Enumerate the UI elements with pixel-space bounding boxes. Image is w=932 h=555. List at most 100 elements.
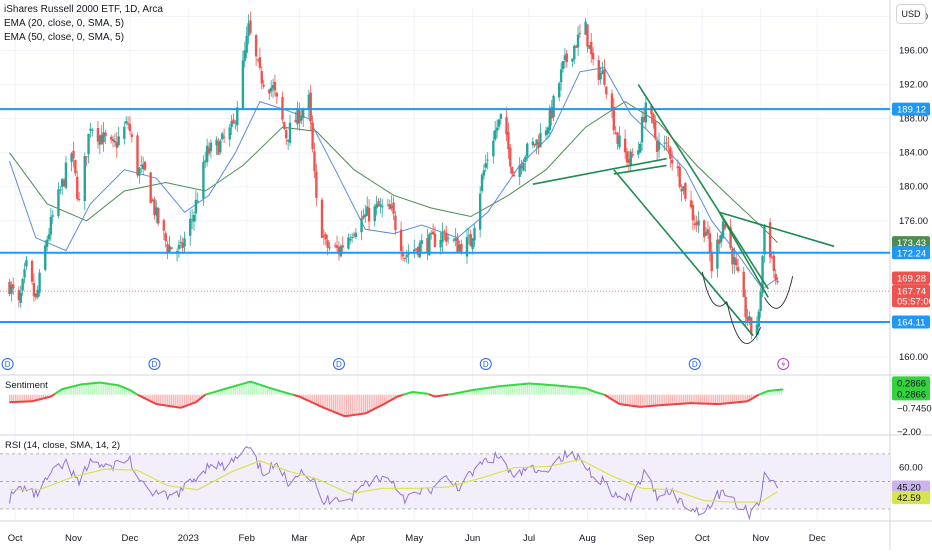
sentiment-line-segment	[145, 398, 147, 399]
sentiment-area-slice	[363, 395, 364, 414]
sentiment-area-slice	[510, 385, 511, 394]
sentiment-line-segment	[124, 388, 126, 389]
sentiment-line-segment	[132, 391, 134, 392]
ema20-legend[interactable]: EMA (20, close, 0, SMA, 5)	[4, 18, 124, 29]
sentiment-area-slice	[723, 395, 724, 404]
candle-body	[351, 237, 353, 238]
time-axis-label: Mar	[291, 533, 307, 544]
sentiment-line-segment	[147, 399, 149, 400]
candle	[518, 157, 520, 185]
sentiment-area-slice	[71, 387, 72, 395]
sentiment-line-segment	[258, 384, 260, 385]
candle	[379, 198, 381, 214]
sentiment-area-slice	[700, 395, 701, 404]
sentiment-area-slice	[643, 395, 644, 407]
sentiment-area-slice	[559, 386, 560, 395]
currency-button[interactable]: USD	[896, 4, 926, 24]
candle	[138, 167, 140, 184]
sentiment-area-slice	[20, 395, 21, 402]
candle-body	[183, 238, 185, 246]
sentiment-line-segment	[267, 387, 269, 388]
sentiment-line-segment	[382, 404, 384, 405]
sentiment-area-slice	[350, 395, 351, 416]
sentiment-axis-label: −0.7450	[897, 404, 932, 415]
candle-body	[618, 135, 620, 147]
sentiment-area-slice	[163, 395, 164, 406]
sentiment-area-slice	[233, 386, 234, 394]
candle	[743, 267, 745, 298]
sentiment-area-slice	[257, 384, 258, 395]
candle-body	[404, 258, 406, 259]
candle-body	[507, 132, 509, 149]
candle	[603, 59, 605, 86]
sentiment-area-slice	[627, 395, 628, 405]
candle-body	[539, 133, 541, 147]
sentiment-area-slice	[549, 385, 550, 395]
candle	[566, 50, 568, 68]
price-tag-label: 189.12	[897, 105, 926, 116]
candle	[57, 182, 59, 218]
sentiment-line-segment	[281, 391, 283, 392]
sentiment-line-segment	[589, 390, 591, 391]
candle-body	[406, 255, 408, 257]
candle	[558, 82, 560, 102]
sentiment-area-slice	[659, 395, 660, 406]
candle-body	[85, 156, 87, 157]
candle	[249, 12, 251, 35]
sentiment-line-segment	[380, 405, 382, 406]
sentiment-line-segment	[279, 391, 281, 392]
candle-body	[737, 267, 739, 271]
sentiment-area-slice	[116, 385, 117, 395]
sentiment-line-segment	[403, 394, 405, 395]
candle-body	[259, 57, 261, 68]
sentiment-line-segment	[407, 393, 409, 394]
sentiment-line-segment	[751, 398, 753, 399]
sentiment-line-segment	[234, 386, 236, 387]
sentiment-line-segment	[271, 388, 273, 389]
candle-body	[310, 93, 312, 122]
sentiment-area-slice	[544, 385, 545, 395]
candle-body	[579, 33, 581, 34]
sentiment-area-slice	[734, 395, 735, 403]
candle	[362, 209, 364, 220]
sentiment-line-segment	[401, 395, 403, 396]
sentiment-area-slice	[335, 395, 336, 413]
sentiment-area-slice	[79, 385, 80, 395]
sentiment-area-slice	[86, 384, 87, 395]
sentiment-line-segment	[326, 409, 328, 410]
sentiment-area-slice	[177, 395, 178, 408]
dividend-marker-label: D	[5, 360, 11, 369]
sentiment-area-slice	[165, 395, 166, 406]
candle-body	[743, 272, 745, 297]
sentiment-area-slice	[337, 395, 338, 413]
ema50-legend[interactable]: EMA (50, close, 0, SMA, 5)	[4, 32, 124, 43]
sentiment-line-segment	[126, 388, 128, 389]
sentiment-area-slice	[340, 395, 341, 415]
sentiment-line-segment	[181, 407, 183, 408]
symbol-title: iShares Russell 2000 ETF, 1D, Arca	[4, 4, 163, 15]
candle	[466, 228, 468, 264]
sentiment-area-slice	[180, 395, 181, 408]
sentiment-line-segment	[410, 392, 412, 393]
sentiment-area-slice	[15, 395, 16, 402]
candle	[38, 269, 40, 296]
candle	[302, 107, 304, 126]
time-axis-label: Dec	[122, 533, 139, 544]
sentiment-line-segment	[141, 397, 143, 398]
sentiment-area-slice	[709, 395, 710, 404]
sentiment-area-slice	[88, 384, 89, 395]
candle-body	[776, 281, 778, 282]
dividend-marker-label: D	[152, 360, 158, 369]
sentiment-line-segment	[322, 407, 324, 408]
sentiment-line-segment	[192, 403, 194, 404]
candle	[84, 152, 86, 210]
sentiment-line-segment	[597, 392, 599, 393]
candle	[605, 86, 607, 99]
candle-body	[445, 232, 447, 241]
sentiment-line-segment	[305, 399, 307, 400]
candle-body	[87, 134, 89, 154]
candle-body	[413, 249, 415, 251]
sentiment-line-segment	[324, 408, 326, 409]
